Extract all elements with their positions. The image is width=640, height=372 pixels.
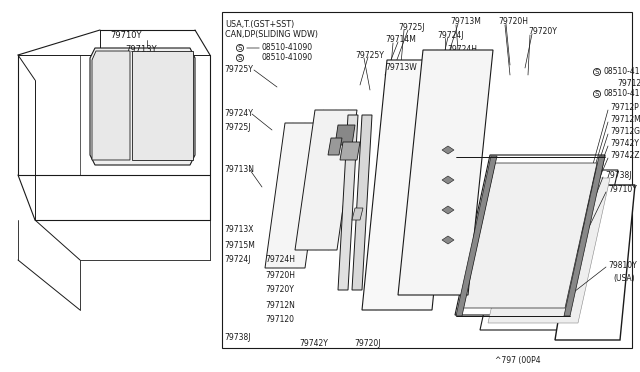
Polygon shape <box>352 208 363 220</box>
Text: 79725Y: 79725Y <box>355 51 384 60</box>
Text: 79713W: 79713W <box>385 62 417 71</box>
Polygon shape <box>456 156 497 316</box>
Text: 79724Y: 79724Y <box>224 109 253 119</box>
Polygon shape <box>352 115 372 290</box>
Text: 79742Y: 79742Y <box>610 140 639 148</box>
Text: 79725J: 79725J <box>398 23 424 32</box>
Text: 79720H: 79720H <box>265 270 295 279</box>
Text: 79725J: 79725J <box>224 122 250 131</box>
Polygon shape <box>338 115 358 290</box>
Text: 08510-41090: 08510-41090 <box>603 90 640 99</box>
Text: (USA): (USA) <box>613 273 635 282</box>
Text: 79712N: 79712N <box>265 301 295 310</box>
Text: S: S <box>595 69 599 75</box>
Polygon shape <box>442 146 454 154</box>
Polygon shape <box>463 163 597 308</box>
Polygon shape <box>362 60 457 310</box>
Polygon shape <box>488 178 610 323</box>
Polygon shape <box>442 236 454 244</box>
Text: USA,T.(GST+SST): USA,T.(GST+SST) <box>225 19 294 29</box>
Text: 79724H: 79724H <box>265 256 295 264</box>
Text: 79724J: 79724J <box>224 256 250 264</box>
Text: 79713N: 79713N <box>224 166 254 174</box>
Polygon shape <box>335 125 355 145</box>
Text: 79710Y: 79710Y <box>110 31 141 39</box>
Text: 79714M: 79714M <box>385 35 416 45</box>
Text: 79710Y: 79710Y <box>608 186 637 195</box>
Polygon shape <box>564 156 605 316</box>
Polygon shape <box>295 110 357 250</box>
Text: 79713M: 79713M <box>450 17 481 26</box>
Text: 79713X: 79713X <box>224 225 253 234</box>
Text: 08510-41090: 08510-41090 <box>603 67 640 77</box>
Text: S: S <box>238 55 242 61</box>
Text: 797120: 797120 <box>265 315 294 324</box>
Polygon shape <box>442 176 454 184</box>
Bar <box>222 12 632 348</box>
Polygon shape <box>92 51 130 160</box>
Text: 79712G: 79712G <box>610 128 640 137</box>
Text: 79713Y: 79713Y <box>125 45 157 55</box>
Text: 79720Y: 79720Y <box>528 28 557 36</box>
Text: 79738J: 79738J <box>605 170 632 180</box>
Text: 79742Z: 79742Z <box>610 151 639 160</box>
Text: 79712A: 79712A <box>617 78 640 87</box>
Text: 79720Y: 79720Y <box>265 285 294 295</box>
Text: 79720J: 79720J <box>354 340 381 349</box>
Text: 08510-41090: 08510-41090 <box>262 54 313 62</box>
Polygon shape <box>480 170 618 330</box>
Polygon shape <box>265 123 325 268</box>
Text: 79742Y: 79742Y <box>299 340 328 349</box>
Polygon shape <box>455 155 605 315</box>
Text: ^797 (00P4: ^797 (00P4 <box>495 356 541 365</box>
Text: 08510-41090: 08510-41090 <box>262 44 313 52</box>
Text: 79720H: 79720H <box>498 17 528 26</box>
Text: 79725Y: 79725Y <box>224 65 253 74</box>
Polygon shape <box>132 51 193 160</box>
Text: 79738J: 79738J <box>224 334 250 343</box>
Text: 79712P: 79712P <box>610 103 639 112</box>
Polygon shape <box>90 48 195 165</box>
Text: 79724H: 79724H <box>447 45 477 55</box>
Text: 79712M: 79712M <box>610 115 640 125</box>
Polygon shape <box>555 185 635 340</box>
Text: S: S <box>595 91 599 97</box>
Polygon shape <box>398 50 493 295</box>
Text: S: S <box>238 45 242 51</box>
Text: 79724J: 79724J <box>437 31 463 39</box>
Polygon shape <box>442 206 454 214</box>
Text: CAN,DP(SLIDING WDW): CAN,DP(SLIDING WDW) <box>225 29 318 38</box>
Polygon shape <box>328 138 342 155</box>
Polygon shape <box>340 142 360 160</box>
Text: 79810Y: 79810Y <box>608 260 637 269</box>
Text: 79715M: 79715M <box>224 241 255 250</box>
